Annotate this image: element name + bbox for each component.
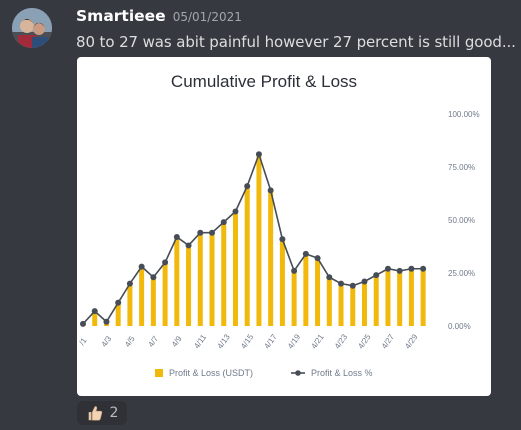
x-tick-label: 4/29 xyxy=(403,332,420,350)
pnl-percent-point-4/15 xyxy=(244,183,251,190)
bar-4/23 xyxy=(338,285,344,326)
pnl-percent-point-4/14 xyxy=(232,208,239,215)
x-tick-label: 4/21 xyxy=(309,332,326,350)
pnl-percent-point-4/8 xyxy=(162,259,169,266)
profit-loss-chart: Cumulative Profit & Loss 0.00% 25.00% 50.0… xyxy=(77,72,480,378)
y-tick-label: 100.00% xyxy=(448,110,480,119)
message-header: Smartieee 05/01/2021 xyxy=(76,7,242,27)
reaction-count: 2 xyxy=(109,405,119,421)
x-tick-label: 4/25 xyxy=(356,332,373,350)
chart-title: Cumulative Profit & Loss xyxy=(171,72,357,91)
bar-4/16 xyxy=(256,156,262,326)
pnl-percent-point-4/26 xyxy=(373,272,380,279)
bar-4/25 xyxy=(361,281,367,326)
pnl-percent-point-4/10 xyxy=(185,242,192,249)
bar-4/26 xyxy=(373,277,379,326)
pnl-percent-point-4/18 xyxy=(279,236,286,243)
bar-4/11 xyxy=(197,232,203,326)
pnl-percent-point-4/4 xyxy=(115,299,122,306)
bar-4/28 xyxy=(397,270,403,326)
pnl-percent-point-4/27 xyxy=(384,265,391,272)
bar-4/9 xyxy=(174,236,180,326)
bar-4/6 xyxy=(139,266,145,326)
bar-4/5 xyxy=(127,285,133,326)
legend-line-dot xyxy=(295,370,301,376)
bar-4/7 xyxy=(150,277,156,326)
pnl-percent-point-4/29 xyxy=(408,265,415,272)
pnl-percent-point-4/5 xyxy=(126,280,133,287)
bar-4/12 xyxy=(209,232,215,326)
x-tick-label: /1 xyxy=(77,336,89,347)
x-tick-label: 4/13 xyxy=(216,332,233,350)
x-tick-label: 4/15 xyxy=(239,332,256,350)
pnl-percent-point-4/24 xyxy=(349,282,356,289)
bar-4/30 xyxy=(420,268,426,326)
pnl-percent-point-4/20 xyxy=(302,250,309,257)
x-tick-label: 4/5 xyxy=(123,334,137,349)
bar-4/20 xyxy=(303,253,309,326)
pnl-percent-point-4/19 xyxy=(291,267,298,274)
pnl-percent-point-4/11 xyxy=(197,229,204,236)
bar-4/10 xyxy=(186,245,192,326)
x-tick-label: 4/27 xyxy=(380,332,397,350)
bar-4/17 xyxy=(268,190,274,326)
pnl-percent-point-4/16 xyxy=(255,151,262,158)
bar-4/21 xyxy=(315,258,321,326)
pnl-percent-point-4/22 xyxy=(326,274,333,281)
pnl-percent-point-4/28 xyxy=(396,267,403,274)
pnl-percent-point-4/7 xyxy=(150,274,157,281)
bar-4/4 xyxy=(115,302,121,326)
thumbs-up-icon xyxy=(88,406,102,421)
pnl-percent-line xyxy=(82,151,424,325)
legend-bar-swatch xyxy=(155,369,163,377)
pnl-percent-point-4/3 xyxy=(103,318,110,325)
y-tick-label: 0.00% xyxy=(448,322,471,331)
pnl-percent-point-4/23 xyxy=(338,280,345,287)
pnl-percent-point-4/12 xyxy=(209,229,216,236)
attached-image[interactable]: Cumulative Profit & Loss 0.00% 25.00% 50.0… xyxy=(77,57,491,396)
x-tick-label: 4/17 xyxy=(262,332,279,350)
x-tick-label: 4/23 xyxy=(333,332,350,350)
x-tick-label: 4/19 xyxy=(286,332,303,350)
bar-4/29 xyxy=(408,268,414,326)
bar-4/2 xyxy=(92,311,98,326)
username[interactable]: Smartieee xyxy=(76,7,166,25)
bar-4/14 xyxy=(232,213,238,326)
pnl-percent-point-4/17 xyxy=(267,187,274,194)
user-avatar[interactable] xyxy=(12,8,52,48)
bar-4/15 xyxy=(244,186,250,326)
bar-4/27 xyxy=(385,270,391,326)
bar-4/24 xyxy=(350,285,356,326)
x-tick-label: 4/11 xyxy=(192,332,208,350)
bar-4/18 xyxy=(279,239,285,326)
y-tick-label: 25.00% xyxy=(448,269,475,278)
bar-4/19 xyxy=(291,270,297,326)
message-timestamp[interactable]: 05/01/2021 xyxy=(172,10,242,24)
x-tick-label: 4/3 xyxy=(100,334,114,349)
bar-4/13 xyxy=(221,224,227,326)
pnl-percent-point-4/6 xyxy=(138,263,145,270)
bar-4/22 xyxy=(326,277,332,326)
y-tick-label: 50.00% xyxy=(448,216,475,225)
legend-label-percent: Profit & Loss % xyxy=(311,368,373,378)
pnl-percent-point-4/2 xyxy=(91,308,98,315)
pnl-percent-point-4/9 xyxy=(173,233,180,240)
x-tick-label: 4/9 xyxy=(170,334,184,349)
message-text: 80 to 27 was abit painful however 27 per… xyxy=(76,33,516,51)
pnl-percent-point-4/13 xyxy=(220,219,227,226)
x-tick-label: 4/7 xyxy=(146,334,160,349)
y-tick-label: 75.00% xyxy=(448,163,475,172)
pnl-percent-point-4/21 xyxy=(314,255,321,262)
pnl-percent-point-4/30 xyxy=(420,265,427,272)
reaction-thumbs-up[interactable]: 2 xyxy=(77,401,127,425)
avatar-photo-icon xyxy=(12,8,52,48)
legend-label-usdt: Profit & Loss (USDT) xyxy=(169,368,253,378)
pnl-percent-point-4/25 xyxy=(361,278,368,285)
pnl-percent-point-4/1 xyxy=(80,320,86,327)
bar-4/8 xyxy=(162,262,168,326)
